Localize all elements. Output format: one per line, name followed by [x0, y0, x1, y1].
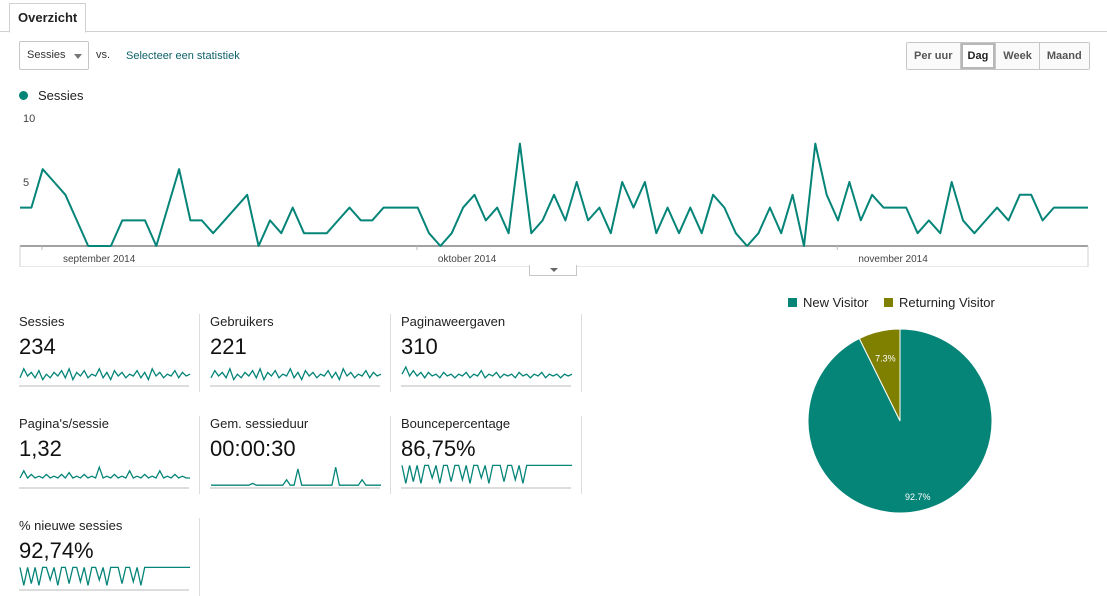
- metric-label: % nieuwe sessies: [19, 518, 123, 533]
- metric-tile-paginas-per-sessie: Pagina's/sessie 1,32: [19, 416, 200, 494]
- pie-slice-label: 92.7%: [905, 492, 931, 502]
- metric-value: 92,74%: [19, 538, 94, 563]
- metric-tile-paginaweergaven: Paginaweergaven 310: [401, 314, 582, 392]
- pie-slice-label: 7.3%: [875, 353, 896, 363]
- expand-chart-toggle[interactable]: [529, 265, 577, 276]
- pie-legend-label: New Visitor: [803, 295, 869, 310]
- y-tick-label: 5: [23, 177, 29, 189]
- sparkline: [401, 365, 573, 387]
- sparkline: [19, 465, 190, 489]
- pie-slice-new-visitor: [807, 328, 993, 514]
- period-button-dag[interactable]: Dag: [960, 43, 997, 69]
- chevron-down-icon: [550, 268, 558, 272]
- legend-dot-icon: [19, 91, 28, 100]
- tab-bar: Overzicht: [0, 0, 1107, 33]
- sparkline: [19, 366, 191, 387]
- metric-label: Gem. sessieduur: [210, 416, 309, 431]
- metric-value: 00:00:30: [210, 436, 296, 461]
- metric-value: 221: [210, 334, 247, 359]
- sparkline: [401, 464, 572, 489]
- pie-legend-new-visitor: New Visitor: [788, 295, 869, 310]
- legend-swatch-icon: [884, 298, 893, 308]
- metric-selector[interactable]: Sessies: [19, 41, 89, 70]
- visitor-pie-chart: 7.3% 92.7%: [807, 328, 993, 514]
- sparkline-line: [19, 465, 190, 480]
- x-tick-label: november 2014: [858, 254, 928, 265]
- series-line-sessies: [20, 142, 1088, 247]
- sparkline: [210, 467, 381, 489]
- sparkline-line: [210, 366, 382, 382]
- sparkline-line: [401, 365, 573, 379]
- metric-label: Paginaweergaven: [401, 314, 506, 329]
- metric-label: Pagina's/sessie: [19, 416, 109, 431]
- sparkline-line: [401, 464, 572, 484]
- vs-label: vs.: [96, 49, 111, 61]
- sparkline-line: [19, 366, 191, 382]
- metric-value: 310: [401, 334, 438, 359]
- metric-tile-sessieduur: Gem. sessieduur 00:00:30: [210, 416, 391, 494]
- metric-value: 234: [19, 334, 56, 359]
- metric-label: Sessies: [19, 314, 65, 329]
- legend-swatch-icon: [788, 298, 797, 308]
- metric-value: 1,32: [19, 436, 62, 461]
- chart-legend-label: Sessies: [38, 88, 84, 103]
- metric-value: 86,75%: [401, 436, 476, 461]
- tab-overzicht[interactable]: Overzicht: [9, 3, 87, 33]
- x-tick-label: oktober 2014: [438, 254, 497, 265]
- select-metric-link[interactable]: Selecteer een statistiek: [126, 50, 240, 62]
- sparkline: [19, 566, 190, 591]
- period-button-maand[interactable]: Maand: [1039, 43, 1089, 69]
- sparkline: [210, 366, 382, 387]
- y-tick-label: 10: [23, 113, 35, 125]
- period-selector: Per uur Dag Week Maand: [906, 42, 1090, 70]
- x-tick-label: september 2014: [63, 254, 136, 265]
- pie-legend-label: Returning Visitor: [899, 295, 995, 310]
- metric-label: Gebruikers: [210, 314, 274, 329]
- pie-legend-returning-visitor: Returning Visitor: [884, 295, 995, 310]
- metric-tile-sessies: Sessies 234: [19, 314, 200, 392]
- period-button-per-uur[interactable]: Per uur: [907, 43, 961, 69]
- metric-label: Bouncepercentage: [401, 416, 511, 431]
- chevron-down-icon: [74, 54, 82, 59]
- metric-tile-gebruikers: Gebruikers 221: [210, 314, 391, 392]
- sparkline-line: [211, 467, 381, 486]
- metric-selector-value: Sessies: [27, 49, 66, 61]
- sparkline-line: [19, 566, 190, 586]
- metric-tile-nieuwe-sessies: % nieuwe sessies 92,74%: [19, 518, 200, 596]
- period-button-week[interactable]: Week: [996, 43, 1040, 69]
- sessions-line-chart: 10 5 september 2014 oktober 2014 november 20…: [19, 113, 1089, 267]
- metric-tile-bouncepercentage: Bouncepercentage 86,75%: [401, 416, 582, 494]
